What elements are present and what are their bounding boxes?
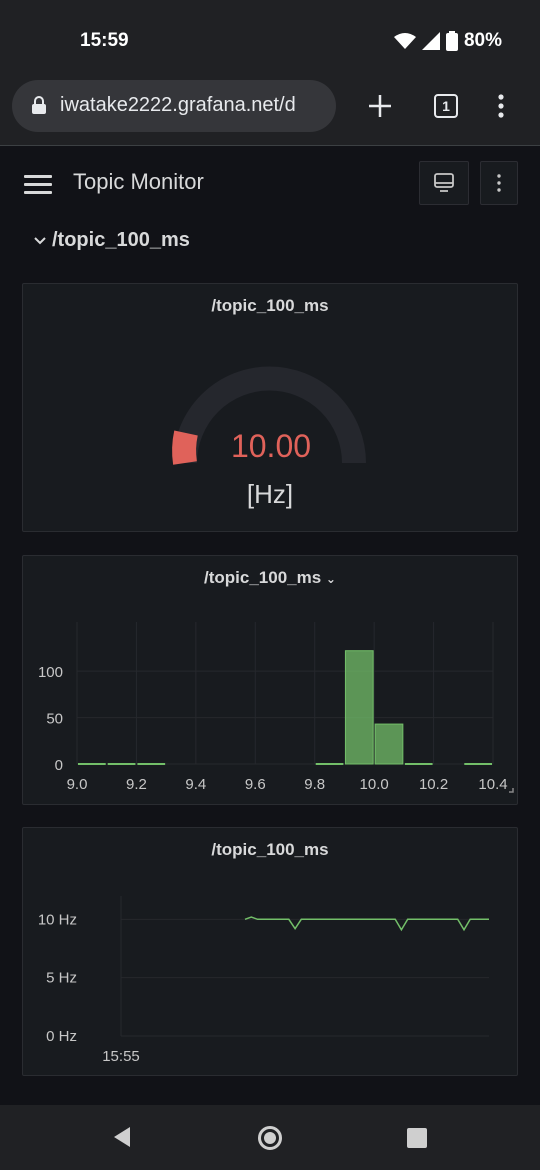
gauge-chart (172, 366, 366, 465)
lock-icon (32, 96, 46, 114)
y-tick-label: 100 (38, 664, 63, 681)
url-text: iwatake2222.grafana.net/d (60, 94, 296, 116)
x-tick-label: 9.2 (126, 776, 147, 793)
x-tick-label: 10.0 (360, 776, 389, 793)
dashboard-more-button[interactable] (480, 161, 518, 205)
series-line (244, 916, 489, 932)
panel-title[interactable]: /topic_100_ms ⌄ (204, 568, 336, 587)
plus-icon (369, 95, 391, 117)
chevron-down-icon (34, 236, 46, 244)
tab-count: 1 (434, 94, 458, 118)
histogram-panel[interactable]: /topic_100_ms ⌄ 9.0 9.2 9.4 9.6 9.8 10.0 10.2 1… (22, 555, 518, 805)
home-icon[interactable] (257, 1125, 283, 1151)
x-tick-label: 10.4 (478, 776, 507, 793)
y-tick-label: 5 Hz (46, 970, 77, 987)
cell-signal-icon (421, 32, 440, 50)
wifi-icon (393, 33, 416, 49)
gauge-fill (172, 430, 198, 465)
tab-switcher-button[interactable]: 1 (428, 80, 464, 132)
timeseries-chart: 10 Hz 5 Hz 0 Hz 15:55 (38, 896, 489, 1065)
kebab-menu-icon (498, 94, 504, 118)
x-tick-label: 9.0 (67, 776, 88, 793)
y-tick-label: 10 Hz (38, 911, 77, 928)
status-icons: 80% (393, 30, 502, 52)
status-time: 15:59 (80, 30, 129, 51)
new-tab-button[interactable] (360, 80, 400, 132)
browser-menu-button[interactable] (488, 80, 514, 132)
gauge-value: 10.00 (230, 428, 312, 464)
browser-toolbar: iwatake2222.grafana.net/d 1 (0, 80, 540, 146)
grafana-app: Topic Monitor /topic_100_ms /topic_100_m… (0, 147, 540, 1105)
histogram-bar (344, 650, 374, 765)
gauge-unit: [Hz] (246, 479, 294, 509)
x-tick-label: 10.2 (419, 776, 448, 793)
resize-handle-icon (509, 788, 514, 793)
panel-title: /topic_100_ms (211, 296, 329, 315)
gauge-track (173, 366, 366, 464)
tv-mode-button[interactable] (419, 161, 469, 205)
row-header[interactable]: /topic_100_ms (34, 229, 190, 252)
kebab-menu-icon (497, 174, 501, 192)
monitor-icon (434, 173, 454, 192)
address-bar[interactable]: iwatake2222.grafana.net/d (12, 80, 336, 132)
y-tick-label: 50 (46, 711, 63, 728)
battery-icon (445, 31, 458, 51)
dashboard-title: Topic Monitor (73, 169, 204, 194)
timeseries-panel[interactable]: /topic_100_ms 10 Hz 5 Hz 0 Hz 15:55 (22, 827, 518, 1076)
back-icon[interactable] (112, 1126, 132, 1148)
system-nav-bar (0, 1105, 540, 1170)
y-tick-label: 0 Hz (46, 1028, 77, 1045)
battery-percent: 80% (463, 30, 502, 51)
y-tick-label: 0 (55, 757, 63, 774)
row-title: /topic_100_ms (52, 229, 190, 251)
chevron-down-icon: ⌄ (325, 572, 336, 586)
dashboard-header: Topic Monitor (0, 147, 540, 217)
x-tick-label: 9.8 (304, 776, 325, 793)
x-tick-label: 9.6 (245, 776, 266, 793)
panel-title: /topic_100_ms (211, 840, 329, 859)
gauge-panel[interactable]: /topic_100_ms 10.00 [Hz] (22, 283, 518, 532)
histogram-bar (374, 723, 404, 765)
histogram-chart: 9.0 9.2 9.4 9.6 9.8 10.0 10.2 10.4 0 50 100 (38, 622, 514, 793)
status-bar: 15:59 80% (0, 0, 540, 80)
recents-icon[interactable] (406, 1127, 428, 1149)
hamburger-menu-icon[interactable] (24, 175, 52, 195)
x-tick-label: 15:55 (102, 1048, 140, 1065)
x-tick-label: 9.4 (185, 776, 206, 793)
